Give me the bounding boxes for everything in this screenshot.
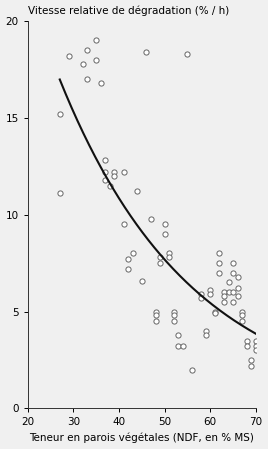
Point: [158, 260, 162, 267]
Point: [153, 317, 158, 325]
Point: [181, 343, 185, 350]
Point: [149, 215, 153, 222]
Point: [121, 221, 126, 228]
Point: [121, 168, 126, 176]
Point: [135, 188, 139, 195]
Point: [144, 48, 148, 56]
Point: [172, 317, 176, 325]
Point: [204, 327, 208, 335]
Point: [208, 291, 213, 298]
Text: Vitesse relative de dégradation (% / h): Vitesse relative de dégradation (% / h): [28, 5, 229, 16]
Point: [140, 277, 144, 284]
Point: [199, 295, 203, 302]
Point: [254, 337, 258, 344]
Point: [126, 255, 130, 263]
X-axis label: Teneur en parois végétales (NDF, en % MS): Teneur en parois végétales (NDF, en % MS…: [29, 433, 254, 444]
Point: [172, 312, 176, 319]
Point: [162, 230, 167, 238]
Point: [240, 317, 244, 325]
Point: [94, 56, 98, 63]
Point: [153, 308, 158, 315]
Point: [222, 298, 226, 305]
Point: [236, 273, 240, 280]
Point: [176, 343, 180, 350]
Point: [167, 254, 171, 261]
Point: [103, 157, 107, 164]
Point: [245, 343, 249, 350]
Point: [126, 265, 130, 273]
Point: [103, 176, 107, 183]
Point: [176, 331, 180, 339]
Point: [58, 110, 62, 118]
Point: [58, 190, 62, 197]
Point: [167, 250, 171, 257]
Point: [217, 260, 222, 267]
Point: [131, 250, 135, 257]
Point: [112, 172, 117, 180]
Point: [204, 331, 208, 339]
Point: [231, 260, 235, 267]
Point: [80, 60, 85, 67]
Point: [85, 75, 89, 83]
Point: [245, 337, 249, 344]
Point: [222, 289, 226, 296]
Point: [94, 37, 98, 44]
Point: [199, 291, 203, 298]
Point: [99, 79, 103, 87]
Point: [213, 308, 217, 315]
Point: [240, 308, 244, 315]
Point: [231, 269, 235, 277]
Point: [103, 168, 107, 176]
Point: [226, 289, 231, 296]
Point: [108, 182, 112, 189]
Point: [213, 310, 217, 317]
Point: [162, 221, 167, 228]
Point: [226, 279, 231, 286]
Point: [249, 357, 254, 364]
Point: [217, 269, 222, 277]
Point: [254, 343, 258, 350]
Point: [172, 308, 176, 315]
Point: [231, 289, 235, 296]
Point: [217, 250, 222, 257]
Point: [190, 366, 194, 373]
Point: [258, 376, 263, 383]
Point: [222, 292, 226, 299]
Point: [208, 286, 213, 294]
Point: [112, 168, 117, 176]
Point: [231, 298, 235, 305]
Point: [249, 362, 254, 370]
Point: [85, 46, 89, 53]
Point: [236, 292, 240, 299]
Point: [158, 254, 162, 261]
Point: [185, 50, 190, 57]
Point: [254, 347, 258, 354]
Point: [153, 312, 158, 319]
Point: [236, 285, 240, 292]
Point: [240, 312, 244, 319]
Point: [67, 52, 71, 59]
